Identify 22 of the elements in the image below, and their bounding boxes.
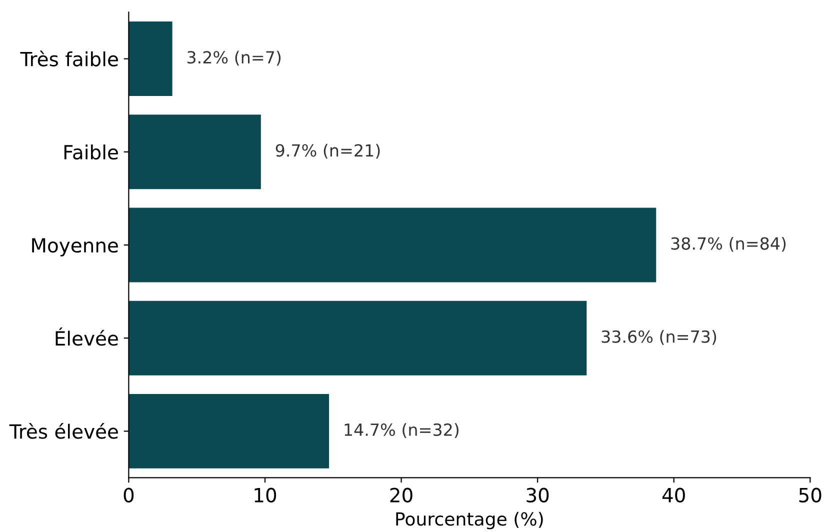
y-tick-label: Faible — [64, 144, 118, 160]
y-tick-label: Moyenne — [32, 238, 118, 256]
bar — [128, 22, 172, 96]
x-tick-label: 30 — [526, 488, 549, 503]
x-axis-title: Pourcentage (%) — [396, 512, 543, 530]
data-label: 3.2% (n=7) — [187, 50, 281, 66]
data-label: 14.7% (n=32) — [344, 423, 458, 438]
x-tick-label: 10 — [254, 488, 276, 503]
data-label: 38.7% (n=84) — [671, 236, 786, 252]
bar — [128, 208, 656, 282]
data-label: 33.6% (n=73) — [602, 330, 716, 345]
x-tick-label: 40 — [662, 488, 685, 503]
bar — [128, 394, 330, 468]
x-tick-label: 50 — [799, 488, 822, 503]
y-tick-label: Très élevée — [9, 423, 118, 439]
y-tick-label: Très faible — [20, 50, 118, 66]
data-label: 9.7% (n=21) — [276, 144, 380, 159]
x-tick-label: 0 — [124, 488, 134, 503]
y-tick-label: Élevée — [56, 327, 118, 346]
bar — [128, 300, 587, 376]
bar — [128, 114, 261, 190]
x-tick-label: 20 — [390, 488, 412, 503]
